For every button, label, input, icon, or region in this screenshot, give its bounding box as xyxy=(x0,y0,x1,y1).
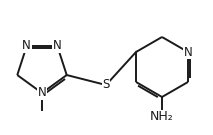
Text: N: N xyxy=(38,87,46,99)
Text: N: N xyxy=(22,39,31,53)
Text: S: S xyxy=(102,78,110,92)
Text: N: N xyxy=(184,45,192,58)
Text: N: N xyxy=(53,39,62,53)
Text: NH₂: NH₂ xyxy=(150,111,174,124)
